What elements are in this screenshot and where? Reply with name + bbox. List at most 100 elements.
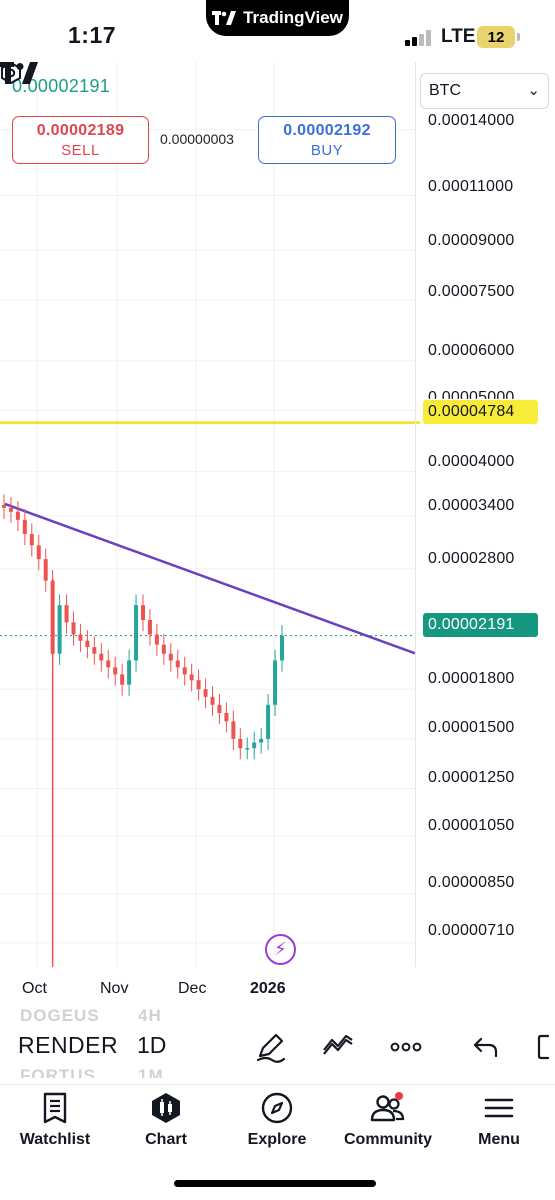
candle-body [120, 674, 125, 685]
buy-button[interactable]: 0.00002192 BUY [258, 116, 396, 164]
nav-watchlist[interactable]: Watchlist [0, 1091, 110, 1149]
price-axis-label: 0.00001500 [428, 719, 515, 736]
home-indicator [174, 1180, 376, 1187]
tradingview-logo-icon [212, 11, 237, 25]
price-axis-label: 0.00005000 [428, 389, 515, 406]
candle-body [203, 689, 208, 697]
candle-body [252, 742, 257, 749]
time-axis-label: 2026 [250, 980, 286, 997]
candle-body [231, 721, 236, 739]
price-axis-divider [415, 62, 416, 967]
more-icon[interactable] [389, 1030, 423, 1064]
notification-dot [395, 1092, 403, 1100]
chart-area[interactable]: 0.00002191 0.00002189 SELL 0.00000003 0.… [0, 62, 555, 1012]
price-axis-label: 0.00002800 [428, 550, 515, 567]
candle-body [161, 644, 166, 654]
candle-body [57, 605, 62, 654]
candle-body [154, 634, 159, 645]
candle-body [238, 738, 243, 749]
candle-body [224, 712, 229, 722]
nav-menu[interactable]: Menu [444, 1091, 554, 1149]
candle-body [29, 533, 34, 546]
last-price: 0.00002191 [12, 76, 111, 96]
chart-toolbar: DOGEUS RENDER FORTUS 4H 1D 1M [0, 1004, 555, 1084]
symbol-picker-prev[interactable]: DOGEUS [20, 1006, 100, 1025]
candle-body [92, 647, 97, 654]
battery-tip [517, 33, 520, 41]
candle-body [175, 660, 180, 668]
trend-line [4, 502, 416, 655]
price-axis-label: 0.00014000 [428, 112, 515, 129]
horizontal-level-tag[interactable]: 0.00004784 [423, 400, 538, 424]
candle-body [217, 704, 222, 713]
price-axis-label: 0.00001250 [428, 769, 515, 786]
nav-explore[interactable]: Explore [222, 1091, 332, 1149]
time-axis-label: Dec [178, 980, 207, 997]
candle-body [15, 511, 20, 520]
price-axis-label: 0.00000710 [428, 922, 515, 939]
nav-chart[interactable]: Chart [111, 1091, 221, 1149]
watchlist-icon [43, 1092, 67, 1124]
battery-icon: 12 [477, 26, 515, 48]
buy-price: 0.00002192 [283, 122, 371, 139]
candle-body [189, 674, 194, 681]
candle-body [8, 507, 13, 512]
interval-picker[interactable]: 1D [137, 1032, 167, 1058]
community-icon [370, 1092, 405, 1122]
candle-body [134, 605, 139, 661]
candle-body [266, 704, 271, 739]
candle-body [64, 605, 69, 623]
candle-body [2, 505, 6, 508]
indicator-icon[interactable] [321, 1030, 355, 1064]
interval-picker-prev[interactable]: 4H [138, 1006, 162, 1025]
status-bar: 1:17 TradingView LTE 12 [0, 0, 555, 62]
chart-settings-icon[interactable] [0, 62, 22, 84]
candle-body [259, 738, 264, 743]
clock: 1:17 [68, 22, 117, 48]
menu-icon [484, 1098, 514, 1118]
candle-body [168, 653, 173, 661]
currency-value: BTC [429, 82, 461, 99]
battery-level: 12 [487, 28, 505, 46]
nav-label: Menu [478, 1131, 520, 1148]
nav-label: Community [344, 1131, 432, 1148]
signal-icon [405, 30, 433, 46]
buy-label: BUY [310, 142, 344, 159]
candle-body [22, 519, 27, 534]
candle-body [210, 696, 215, 705]
redo-icon[interactable] [536, 1030, 555, 1064]
price-axis-label: 0.00006000 [428, 342, 515, 359]
symbol-picker-next[interactable]: FORTUS [20, 1066, 96, 1085]
price-axis-label: 0.00001050 [428, 817, 515, 834]
nav-label: Watchlist [19, 1131, 91, 1148]
network-type: LTE [441, 26, 476, 47]
sell-price: 0.00002189 [36, 122, 125, 139]
candle-body [147, 619, 152, 635]
candle-body [141, 605, 145, 620]
currency-select[interactable]: BTC ⌄ [420, 73, 549, 109]
price-axis-label: 0.00007500 [428, 283, 515, 300]
candle-body [245, 748, 250, 750]
candle-body [99, 653, 104, 661]
symbol-picker[interactable]: RENDER [18, 1032, 119, 1058]
interval-picker-next[interactable]: 1M [138, 1066, 164, 1085]
current-price-tag: 0.00002191 [423, 613, 538, 637]
candle-body [85, 640, 90, 648]
nav-label: Explore [247, 1131, 307, 1148]
price-axis-label: 0.00003400 [428, 497, 515, 514]
undo-icon[interactable] [469, 1030, 503, 1064]
price-chart[interactable] [0, 62, 555, 1012]
nav-community[interactable]: Community [333, 1091, 443, 1149]
candle-body [106, 660, 111, 668]
time-axis-label: Nov [100, 980, 129, 997]
pen-icon[interactable] [254, 1030, 288, 1064]
chevron-down-icon: ⌄ [527, 82, 540, 99]
nav-label: Chart [145, 1131, 187, 1148]
candle-body [78, 634, 83, 641]
price-axis-label: 0.00009000 [428, 232, 515, 249]
candle-body [127, 660, 132, 685]
sell-button[interactable]: 0.00002189 SELL [12, 116, 149, 164]
flash-icon[interactable]: ⚡ [265, 934, 296, 965]
sell-label: SELL [61, 142, 100, 159]
time-axis-label: Oct [22, 980, 47, 997]
